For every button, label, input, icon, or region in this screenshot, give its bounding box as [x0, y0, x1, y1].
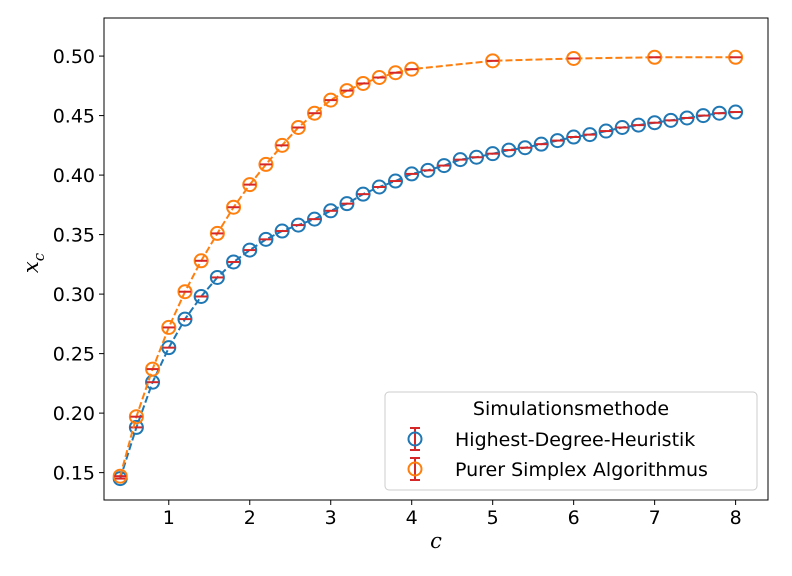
- data-point-s2-5: [177, 284, 193, 300]
- data-point-s1-19: [404, 166, 420, 182]
- data-point-s1-27: [533, 136, 549, 152]
- data-point-s1-38: [711, 105, 727, 121]
- data-point-s1-23: [468, 149, 484, 165]
- data-point-s2-7: [209, 225, 225, 241]
- data-point-s2-9: [242, 177, 258, 193]
- data-point-s1-8: [226, 254, 242, 270]
- data-point-s1-2: [128, 419, 144, 435]
- axes: 1 2 3 4 5 6 7 8 0.15 0.20 0.25 0.30 0.35 0.40 0.45 0.50: [53, 17, 769, 529]
- data-point-s1-39: [728, 104, 744, 120]
- data-point-s2-13: [307, 105, 323, 121]
- y-tick-label-4: 0.30: [53, 284, 95, 306]
- y-tick-label-1: 0.15: [53, 463, 95, 485]
- y-tick-label-7: 0.45: [53, 106, 95, 128]
- data-point-s2-15: [339, 83, 355, 99]
- data-point-s1-7: [209, 269, 225, 285]
- x-tick-label-6: 6: [568, 507, 580, 529]
- data-point-s1-28: [549, 133, 565, 149]
- x-tick-label-3: 3: [325, 507, 337, 529]
- y-tick-label-3: 0.25: [53, 344, 95, 366]
- data-point-s1-29: [566, 129, 582, 145]
- data-point-s1-35: [663, 112, 679, 128]
- data-point-s1-37: [695, 108, 711, 124]
- x-tick-label-4: 4: [406, 507, 418, 529]
- data-point-s1-17: [371, 179, 387, 195]
- data-point-s1-12: [290, 217, 306, 233]
- data-point-s2-10: [258, 156, 274, 172]
- data-point-s1-14: [323, 203, 339, 219]
- x-axis-label: c: [430, 529, 442, 553]
- data-point-s2-19: [404, 61, 420, 77]
- data-point-s2-17: [371, 70, 387, 86]
- data-point-s1-36: [679, 110, 695, 126]
- data-point-s2-6: [193, 253, 209, 269]
- data-point-s1-32: [614, 119, 630, 135]
- data-point-s2-16: [355, 75, 371, 91]
- data-point-s1-16: [355, 186, 371, 202]
- data-point-s2-8: [226, 199, 242, 215]
- legend-frame: [384, 391, 758, 491]
- x-tick-label-7: 7: [649, 507, 661, 529]
- legend-marker-1: [407, 431, 423, 447]
- data-point-s2-18: [388, 65, 404, 81]
- data-point-s1-22: [452, 152, 468, 168]
- data-point-s1-15: [339, 196, 355, 212]
- data-point-s1-33: [630, 117, 646, 133]
- data-point-s2-3: [145, 361, 161, 377]
- data-point-s1-9: [242, 242, 258, 258]
- data-point-s1-30: [582, 127, 598, 143]
- data-point-s1-21: [436, 158, 452, 174]
- legend-marker-2: [407, 461, 423, 477]
- legend-label-2: Purer Simplex Algorithmus: [455, 459, 708, 481]
- data-point-s2-2: [128, 409, 144, 425]
- data-point-s2-21: [566, 50, 582, 66]
- x-tick-label-8: 8: [730, 507, 742, 529]
- data-point-s1-26: [517, 140, 533, 156]
- data-point-s1-25: [501, 142, 517, 158]
- y-axis-label-main: x: [19, 261, 43, 273]
- y-tick-label-6: 0.40: [53, 165, 95, 187]
- legend-title: Simulationsmethode: [473, 398, 669, 420]
- x-tick-label-5: 5: [487, 507, 499, 529]
- data-point-s1-18: [388, 173, 404, 189]
- legend-label-1: Highest-Degree-Heuristik: [455, 429, 695, 451]
- axes-frame: [103, 17, 769, 501]
- data-point-s1-31: [598, 123, 614, 139]
- data-point-s1-4: [161, 340, 177, 356]
- y-tick-label-8: 0.50: [53, 46, 95, 68]
- y-tick-label-5: 0.35: [53, 225, 95, 247]
- y-axis-label-subscript: c: [30, 252, 48, 261]
- data-point-s1-13: [307, 211, 323, 227]
- data-point-s1-24: [485, 146, 501, 162]
- data-point-s1-34: [647, 115, 663, 131]
- plot-area: [112, 49, 744, 487]
- data-point-s2-12: [290, 119, 306, 135]
- legend: Simulationsmethode Highest-Degree-Heuris…: [384, 391, 758, 491]
- data-point-s1-10: [258, 231, 274, 247]
- data-point-s2-14: [323, 92, 339, 108]
- y-tick-label-2: 0.20: [53, 403, 95, 425]
- data-point-s2-4: [161, 319, 177, 335]
- data-point-s1-20: [420, 162, 436, 178]
- data-point-s1-6: [193, 288, 209, 304]
- data-point-s2-20: [485, 53, 501, 69]
- data-point-s2-23: [728, 49, 744, 65]
- x-tick-label-1: 1: [163, 507, 175, 529]
- x-tick-label-2: 2: [244, 507, 256, 529]
- data-point-s2-11: [274, 137, 290, 153]
- data-point-s1-11: [274, 223, 290, 239]
- data-point-s2-1: [112, 468, 128, 484]
- y-axis-label: xc: [19, 252, 48, 273]
- data-point-s2-22: [647, 49, 663, 65]
- data-point-s1-5: [177, 311, 193, 327]
